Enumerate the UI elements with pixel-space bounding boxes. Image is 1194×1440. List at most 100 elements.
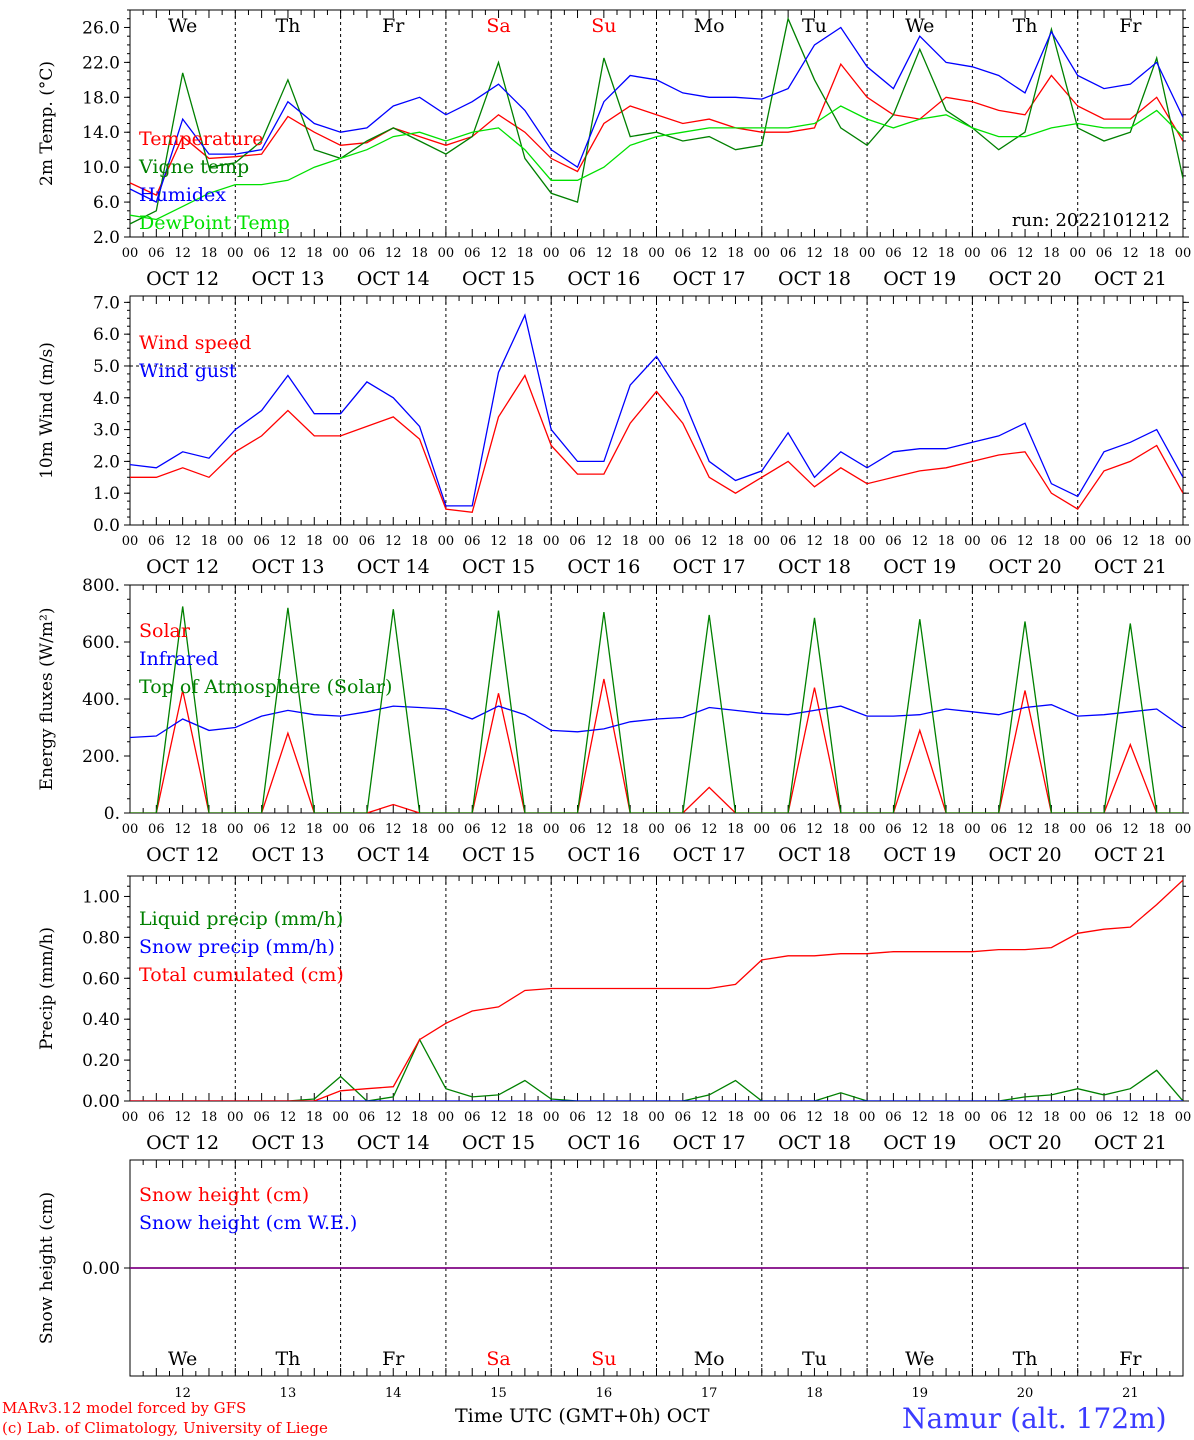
day-label: OCT 16 bbox=[567, 268, 640, 290]
y-tick-label: 1.00 bbox=[82, 887, 120, 907]
y-tick-label: 0.00 bbox=[82, 1259, 120, 1279]
y-tick-label: 10.0 bbox=[82, 158, 120, 178]
hour-tick-label: 12 bbox=[806, 534, 823, 549]
legend-entry: DewPoint Temp bbox=[139, 212, 290, 234]
day-label: OCT 18 bbox=[778, 1132, 851, 1154]
weekday-label: We bbox=[168, 15, 197, 37]
hour-tick-label: 18 bbox=[517, 822, 534, 837]
day-number-label: 15 bbox=[490, 1386, 507, 1401]
hour-tick-label: 18 bbox=[1043, 822, 1060, 837]
weekday-label: Tu bbox=[802, 15, 827, 37]
y-tick-label: 7.0 bbox=[93, 293, 120, 313]
day-label: OCT 17 bbox=[673, 556, 746, 578]
hour-tick-label: 12 bbox=[911, 822, 928, 837]
series-line-vigne-temp bbox=[130, 16, 1183, 225]
hour-tick-label: 06 bbox=[569, 822, 586, 837]
hour-tick-label: 18 bbox=[938, 246, 955, 261]
hour-tick-label: 12 bbox=[806, 1110, 823, 1125]
hour-tick-label: 12 bbox=[490, 822, 507, 837]
legend-entry: Vigne temp bbox=[138, 156, 249, 178]
day-label: OCT 19 bbox=[883, 1132, 956, 1154]
y-tick-label: 2.0 bbox=[93, 452, 120, 472]
hour-tick-label: 06 bbox=[780, 1110, 797, 1125]
series-line-wind-speed bbox=[130, 374, 1183, 514]
day-number-label: 21 bbox=[1122, 1386, 1139, 1401]
hour-tick-label: 00 bbox=[332, 822, 349, 837]
y-axis-label: Precip (mm/h) bbox=[37, 927, 57, 1050]
x-axis-month: OCT bbox=[666, 1405, 710, 1427]
hour-tick-label: 18 bbox=[306, 246, 323, 261]
hour-tick-label: 12 bbox=[596, 822, 613, 837]
legend-entry: Snow height (cm W.E.) bbox=[139, 1212, 357, 1234]
hour-tick-label: 06 bbox=[675, 822, 692, 837]
hour-tick-label: 12 bbox=[911, 534, 928, 549]
day-label: OCT 21 bbox=[1094, 844, 1167, 866]
hour-tick-label: 12 bbox=[174, 822, 191, 837]
hour-tick-label: 06 bbox=[885, 246, 902, 261]
hour-tick-label: 18 bbox=[517, 534, 534, 549]
hour-tick-label: 18 bbox=[306, 1110, 323, 1125]
hour-tick-label: 12 bbox=[490, 1110, 507, 1125]
hour-tick-label: 18 bbox=[411, 246, 428, 261]
hour-tick-label: 00 bbox=[122, 822, 139, 837]
hour-tick-label: 06 bbox=[148, 534, 165, 549]
hour-tick-label: 00 bbox=[227, 534, 244, 549]
hour-tick-label: 12 bbox=[174, 246, 191, 261]
y-tick-label: 3.0 bbox=[93, 421, 120, 441]
hour-tick-label: 12 bbox=[174, 1110, 191, 1125]
hour-tick-label: 12 bbox=[701, 822, 718, 837]
hour-tick-label: 12 bbox=[174, 534, 191, 549]
hour-tick-label: 12 bbox=[385, 1110, 402, 1125]
hour-tick-label: 18 bbox=[1148, 246, 1165, 261]
hour-tick-label: 12 bbox=[1122, 246, 1139, 261]
day-label: OCT 14 bbox=[357, 268, 430, 290]
hour-tick-label: 00 bbox=[227, 822, 244, 837]
day-number-label: 19 bbox=[911, 1386, 928, 1401]
hour-tick-label: 18 bbox=[833, 1110, 850, 1125]
hour-tick-label: 00 bbox=[227, 246, 244, 261]
weekday-label: Fr bbox=[1119, 15, 1142, 37]
hour-tick-label: 18 bbox=[201, 1110, 218, 1125]
weekday-label: Sa bbox=[486, 1348, 510, 1370]
x-axis-title-text: Time UTC (GMT+0h) bbox=[455, 1405, 661, 1427]
legend-entry: Snow precip (mm/h) bbox=[139, 936, 335, 958]
legend-entry: Solar bbox=[139, 620, 191, 642]
hour-tick-label: 00 bbox=[1069, 822, 1086, 837]
day-label: OCT 21 bbox=[1094, 1132, 1167, 1154]
y-tick-label: 0. bbox=[104, 804, 120, 824]
hour-tick-label: 12 bbox=[701, 246, 718, 261]
weekday-label: We bbox=[168, 1348, 197, 1370]
legend-entry: Snow height (cm) bbox=[139, 1184, 309, 1206]
legend-entry: Humidex bbox=[139, 184, 226, 206]
y-tick-label: 5.0 bbox=[93, 357, 120, 377]
hour-tick-label: 00 bbox=[964, 1110, 981, 1125]
series-line-total-cumulated-cm- bbox=[130, 879, 1183, 1101]
hour-tick-label: 06 bbox=[675, 534, 692, 549]
y-tick-label: 18.0 bbox=[82, 88, 120, 108]
hour-tick-label: 00 bbox=[1069, 1110, 1086, 1125]
legend-entry: Infrared bbox=[139, 648, 219, 670]
hour-tick-label: 00 bbox=[438, 534, 455, 549]
hour-tick-label: 00 bbox=[227, 1110, 244, 1125]
hour-tick-label: 12 bbox=[701, 1110, 718, 1125]
y-tick-label: 6.0 bbox=[93, 325, 120, 345]
hour-tick-label: 12 bbox=[1122, 822, 1139, 837]
hour-tick-label: 12 bbox=[1122, 534, 1139, 549]
hour-tick-label: 18 bbox=[201, 246, 218, 261]
day-label: OCT 12 bbox=[146, 268, 219, 290]
hour-tick-label: 06 bbox=[885, 1110, 902, 1125]
hour-tick-label: 18 bbox=[622, 246, 639, 261]
day-label: OCT 15 bbox=[462, 1132, 535, 1154]
hour-tick-label: 12 bbox=[1017, 822, 1034, 837]
weekday-label: Th bbox=[275, 1348, 300, 1370]
y-tick-label: 800. bbox=[82, 576, 120, 596]
day-label: OCT 13 bbox=[251, 1132, 324, 1154]
day-label: OCT 12 bbox=[146, 556, 219, 578]
day-label: OCT 15 bbox=[462, 268, 535, 290]
hour-tick-label: 06 bbox=[675, 1110, 692, 1125]
hour-tick-label: 12 bbox=[280, 534, 297, 549]
day-label: OCT 20 bbox=[989, 844, 1062, 866]
hour-tick-label: 06 bbox=[885, 822, 902, 837]
hour-tick-label: 00 bbox=[859, 822, 876, 837]
weekday-label: Su bbox=[591, 1348, 616, 1370]
